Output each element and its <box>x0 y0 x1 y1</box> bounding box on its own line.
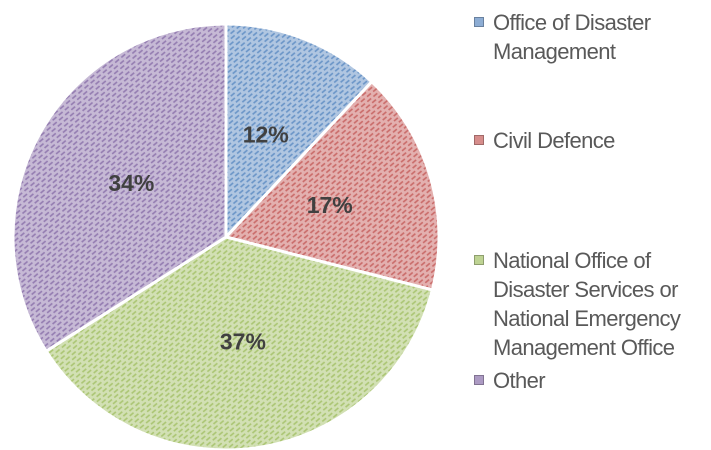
legend-entry: National Office of Disaster Services or … <box>474 246 710 362</box>
data-label: 12% <box>243 122 289 148</box>
pie-slice <box>11 22 228 354</box>
data-label: 17% <box>307 192 353 218</box>
legend-label: National Office of Disaster Services or … <box>493 248 681 360</box>
legend-swatch <box>474 375 484 385</box>
data-label: 34% <box>108 170 154 196</box>
data-label: 37% <box>220 329 266 355</box>
legend-entry: Office of Disaster Management <box>474 8 710 66</box>
pie-area: 12% 17% 37% 34% <box>11 22 441 450</box>
legend-label: Other <box>493 368 546 393</box>
legend-label: Office of Disaster Management <box>493 10 651 64</box>
pie-slice <box>224 22 374 241</box>
legend-swatch <box>474 135 484 145</box>
legend-entry: Other <box>474 366 710 395</box>
legend-swatch <box>474 255 484 265</box>
legend-swatch <box>474 17 484 27</box>
legend-label: Civil Defence <box>493 128 615 153</box>
pie-slice <box>223 79 441 292</box>
legend-entry: Civil Defence <box>474 126 710 155</box>
